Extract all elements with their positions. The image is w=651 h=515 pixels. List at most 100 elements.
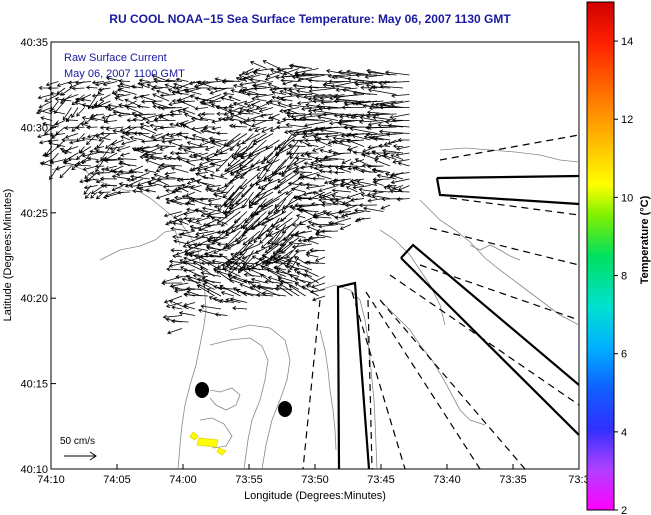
current-vector xyxy=(378,143,391,149)
current-vector xyxy=(183,216,196,221)
current-vector xyxy=(49,152,59,163)
current-vector xyxy=(178,311,196,316)
current-vector xyxy=(337,204,358,214)
current-vector xyxy=(186,178,202,185)
current-vector xyxy=(301,71,332,77)
current-vector xyxy=(331,188,352,193)
current-vector xyxy=(109,165,124,173)
x-tick-label: 74:00 xyxy=(169,474,197,486)
current-vector xyxy=(226,133,248,147)
current-vector xyxy=(233,165,261,178)
current-vector xyxy=(178,143,189,149)
current-vector xyxy=(238,120,254,128)
current-vector xyxy=(150,86,163,91)
current-vector xyxy=(200,211,215,218)
current-vector xyxy=(208,235,222,240)
current-vector xyxy=(61,137,79,143)
current-vector xyxy=(79,146,92,154)
current-vector xyxy=(188,196,209,202)
current-vector xyxy=(107,107,118,112)
colorbar-tick-label: 12 xyxy=(621,114,633,126)
current-vector xyxy=(243,100,254,106)
current-vector xyxy=(354,208,371,213)
current-vector xyxy=(383,154,397,160)
current-vector xyxy=(235,165,254,174)
current-vector xyxy=(99,94,111,101)
current-vector xyxy=(203,280,222,290)
current-vector xyxy=(118,169,131,174)
current-vector xyxy=(224,224,248,237)
current-vector xyxy=(346,76,371,82)
current-vector xyxy=(202,283,215,290)
current-vector xyxy=(339,224,352,230)
current-vector xyxy=(239,107,261,115)
current-vector xyxy=(332,151,352,156)
current-vector xyxy=(213,193,228,199)
current-vector xyxy=(170,248,183,253)
current-vector xyxy=(306,260,326,265)
current-vector xyxy=(254,94,274,99)
current-vector xyxy=(282,198,300,209)
current-vector xyxy=(199,254,222,259)
current-vector xyxy=(220,290,235,297)
current-vector xyxy=(363,206,384,212)
current-vector xyxy=(206,246,228,251)
current-vector xyxy=(115,94,131,99)
current-vector xyxy=(115,172,137,177)
current-vector xyxy=(288,91,313,97)
current-vector xyxy=(308,84,332,90)
current-vector xyxy=(49,159,66,165)
current-vector xyxy=(165,197,183,206)
current-vector xyxy=(135,185,157,190)
current-vector xyxy=(346,138,365,147)
current-vector xyxy=(67,80,79,85)
current-vector xyxy=(204,146,215,151)
current-vector xyxy=(213,86,235,91)
current-vector xyxy=(306,276,326,286)
current-vector xyxy=(201,276,215,284)
current-vector xyxy=(229,117,241,122)
scale-arrow xyxy=(64,451,97,461)
current-vector xyxy=(193,242,215,247)
current-vector xyxy=(235,76,248,82)
current-vector xyxy=(283,87,300,95)
current-vector xyxy=(390,100,410,107)
current-vector xyxy=(315,232,332,238)
current-vector xyxy=(352,185,371,190)
current-vector xyxy=(104,165,118,171)
current-vector xyxy=(285,111,306,116)
current-vector xyxy=(242,88,261,95)
current-vector xyxy=(109,146,124,151)
current-vector xyxy=(260,265,280,277)
current-vector xyxy=(338,118,364,123)
current-vector xyxy=(304,150,319,156)
current-vector xyxy=(195,217,209,223)
current-vector xyxy=(392,144,404,149)
current-vector xyxy=(264,237,287,253)
current-vector xyxy=(111,174,131,180)
current-vector xyxy=(229,139,241,152)
current-vector xyxy=(172,221,183,226)
current-vector xyxy=(205,214,228,219)
current-vector xyxy=(154,118,176,123)
current-vector xyxy=(357,100,384,105)
current-vector xyxy=(294,202,313,208)
current-vector xyxy=(279,283,300,297)
current-vector xyxy=(121,139,137,146)
current-vector xyxy=(306,225,319,232)
current-vector xyxy=(156,105,176,110)
current-vector xyxy=(281,217,300,234)
current-vector xyxy=(314,138,332,147)
current-vector xyxy=(200,260,222,266)
current-vector xyxy=(80,97,92,102)
current-vector xyxy=(255,185,280,198)
current-vector xyxy=(387,123,410,128)
current-vector xyxy=(91,185,105,195)
current-vector xyxy=(225,217,241,235)
current-vector xyxy=(277,101,293,108)
current-vector xyxy=(161,136,183,141)
current-vector xyxy=(206,262,222,271)
current-vector xyxy=(320,229,339,234)
current-vector xyxy=(137,132,157,141)
current-vector xyxy=(279,211,293,222)
